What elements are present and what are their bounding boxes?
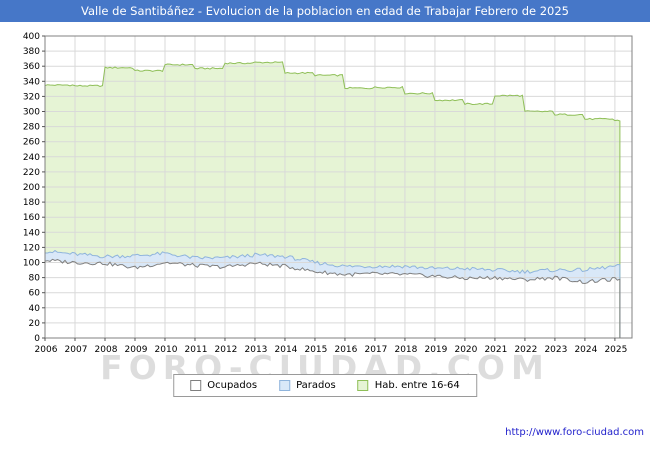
svg-text:0: 0 xyxy=(34,334,40,344)
svg-text:2017: 2017 xyxy=(364,345,387,355)
legend-item-hab-16-64: Hab. entre 16-64 xyxy=(357,380,460,391)
legend-swatch-ocupados xyxy=(190,380,202,391)
svg-text:2022: 2022 xyxy=(514,345,537,355)
svg-text:320: 320 xyxy=(23,92,40,102)
svg-text:80: 80 xyxy=(29,274,41,284)
legend-label-parados: Parados xyxy=(296,380,336,391)
svg-text:20: 20 xyxy=(29,319,41,329)
svg-text:2025: 2025 xyxy=(604,345,627,355)
svg-text:2012: 2012 xyxy=(215,345,238,355)
svg-text:120: 120 xyxy=(23,243,40,253)
legend-item-parados: Parados xyxy=(279,380,336,391)
svg-text:2011: 2011 xyxy=(185,345,208,355)
legend-label-ocupados: Ocupados xyxy=(207,380,258,391)
svg-text:380: 380 xyxy=(23,47,40,57)
svg-text:2008: 2008 xyxy=(95,345,118,355)
svg-text:340: 340 xyxy=(23,77,40,87)
svg-text:2014: 2014 xyxy=(275,345,298,355)
svg-text:2015: 2015 xyxy=(304,345,327,355)
chart-canvas: 0 20 40 60 80 100 120 140 160 180 200 220 240 260 280 3… xyxy=(23,32,633,355)
svg-text:2020: 2020 xyxy=(454,345,477,355)
svg-text:60: 60 xyxy=(29,289,41,299)
legend-swatch-parados xyxy=(279,380,291,391)
legend-label-hab-16-64: Hab. entre 16-64 xyxy=(374,380,460,391)
page-title: Valle de Santibáñez - Evolucion de la po… xyxy=(0,0,650,22)
svg-text:240: 240 xyxy=(23,153,40,163)
svg-text:2006: 2006 xyxy=(35,345,58,355)
svg-text:2016: 2016 xyxy=(334,345,357,355)
footer-url[interactable]: http://www.foro-ciudad.com xyxy=(505,427,644,438)
svg-text:2010: 2010 xyxy=(155,345,178,355)
svg-text:2021: 2021 xyxy=(484,345,507,355)
svg-text:400: 400 xyxy=(23,32,40,42)
svg-text:360: 360 xyxy=(23,62,40,72)
svg-text:180: 180 xyxy=(23,198,40,208)
svg-text:40: 40 xyxy=(29,304,41,314)
legend-swatch-hab-16-64 xyxy=(357,380,369,391)
legend: Ocupados Parados Hab. entre 16-64 xyxy=(173,374,477,397)
svg-text:300: 300 xyxy=(23,108,40,118)
legend-item-ocupados: Ocupados xyxy=(190,380,257,391)
svg-text:220: 220 xyxy=(23,168,40,178)
svg-text:2018: 2018 xyxy=(394,345,417,355)
svg-text:280: 280 xyxy=(23,123,40,133)
svg-text:260: 260 xyxy=(23,138,40,148)
svg-text:200: 200 xyxy=(23,183,40,193)
svg-text:2024: 2024 xyxy=(574,345,597,355)
svg-text:2009: 2009 xyxy=(125,345,148,355)
svg-text:100: 100 xyxy=(23,259,40,269)
svg-text:160: 160 xyxy=(23,213,40,223)
svg-text:2019: 2019 xyxy=(424,345,447,355)
svg-text:2007: 2007 xyxy=(65,345,88,355)
svg-text:140: 140 xyxy=(23,228,40,238)
svg-text:2013: 2013 xyxy=(245,345,268,355)
svg-text:2023: 2023 xyxy=(544,345,567,355)
